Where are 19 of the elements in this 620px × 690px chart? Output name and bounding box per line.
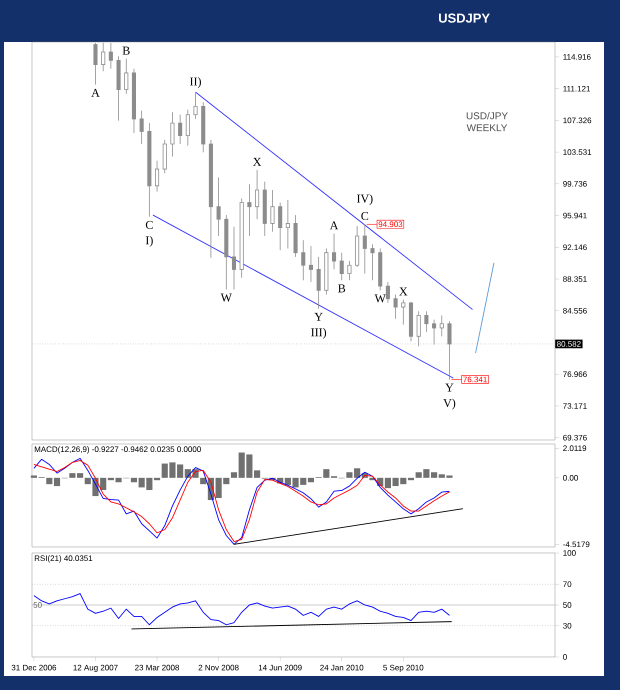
annotation: X	[399, 287, 408, 296]
annotation: B	[338, 284, 346, 292]
chart-title: USDJPY	[439, 14, 490, 23]
annotation: Y	[445, 384, 454, 392]
annotation: A	[330, 221, 338, 230]
annotation: A	[91, 88, 100, 97]
annotation: IV)	[356, 194, 373, 206]
annotation: X	[253, 158, 262, 166]
annotation: II)	[190, 77, 201, 88]
annotation: I)	[146, 236, 153, 247]
annotation: C	[361, 212, 368, 220]
annotation: V)	[443, 398, 456, 410]
annotation: W	[374, 294, 386, 303]
annotation: B	[122, 46, 130, 55]
annotation: III)	[311, 328, 326, 339]
annotation: USD/JPY WEEKLY	[466, 112, 508, 132]
annotation: Y	[314, 312, 323, 321]
annotation: C	[146, 220, 153, 229]
annotation: W	[220, 294, 232, 302]
